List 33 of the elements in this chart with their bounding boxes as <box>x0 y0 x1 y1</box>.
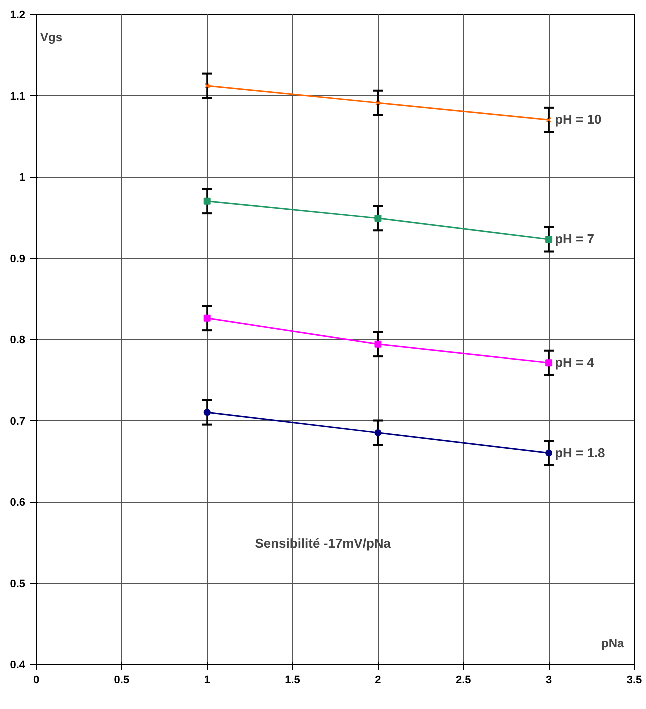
y-tick-label: 0.7 <box>10 416 26 428</box>
point <box>376 100 381 106</box>
x-tick-label: 0.5 <box>114 674 130 686</box>
point <box>204 314 211 322</box>
point <box>546 450 553 457</box>
x-tick-label: 1 <box>204 674 210 686</box>
x-tick-label: 0 <box>33 674 40 686</box>
x-tick-label: 2 <box>375 674 382 686</box>
y-tick-label: 1.1 <box>10 90 26 103</box>
point <box>374 214 382 222</box>
x-axis-title: pNa <box>602 636 624 650</box>
y-tick-label: 0.5 <box>10 578 26 590</box>
x-tick-label: 1.5 <box>285 674 300 686</box>
x-tick-label: 2.5 <box>456 674 472 686</box>
point <box>204 409 211 416</box>
series-label: pH = 7 <box>555 232 594 247</box>
point <box>374 429 382 436</box>
point <box>546 236 553 244</box>
series-label: pH = 1.8 <box>555 445 606 460</box>
y-tick-label: 0.8 <box>10 334 26 346</box>
series-label: pH = 4 <box>555 355 596 370</box>
y-axis-title: Vgs <box>40 30 63 44</box>
y-tick-label: 0.4 <box>10 660 26 672</box>
x-tick-label: 3 <box>546 674 552 686</box>
y-tick-label: 1.2 <box>10 10 26 22</box>
y-tick-label: 1 <box>19 172 26 184</box>
point <box>204 198 211 205</box>
point <box>546 360 553 367</box>
y-tick-label: 0.9 <box>10 253 26 266</box>
x-tick-label: 3.5 <box>626 674 642 686</box>
series-label: pH = 10 <box>555 112 602 128</box>
point <box>374 340 382 348</box>
y-tick-label: 0.6 <box>10 497 26 509</box>
